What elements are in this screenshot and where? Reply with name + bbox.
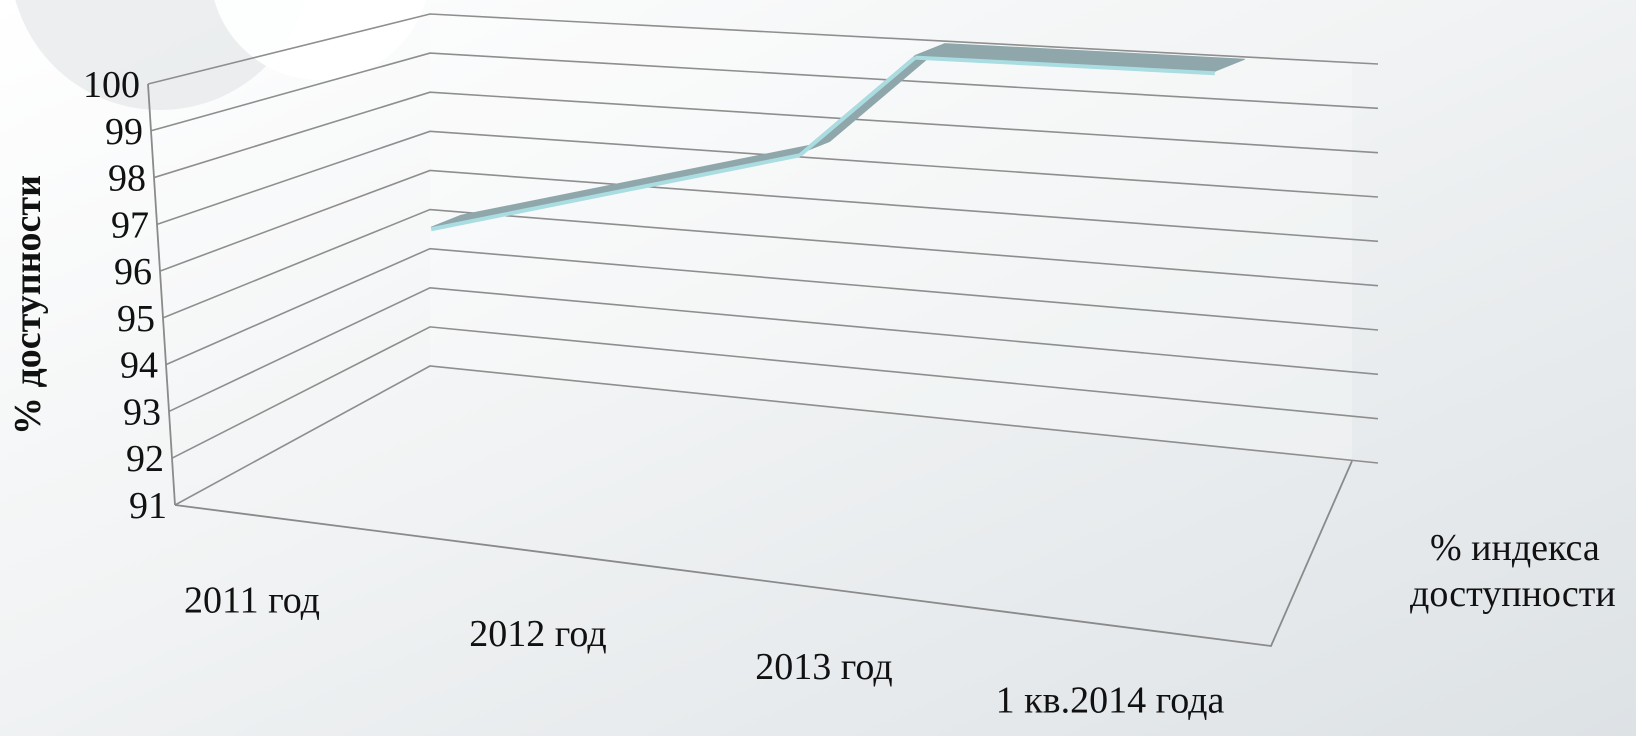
watermark-shape: [15, 0, 426, 110]
y-tick-label: 95: [117, 298, 155, 340]
y-tick-label: 93: [123, 391, 161, 433]
y-tick-label: 91: [129, 485, 167, 527]
y-axis-line: [147, 83, 176, 506]
gridline-91: [174, 365, 1379, 506]
y-axis-label: % доступности: [7, 175, 49, 435]
gridline-99: [150, 52, 1379, 132]
x-tick-label: 1 кв.2014 года: [996, 679, 1225, 721]
y-tick-label: 96: [114, 251, 152, 293]
gridline-92: [171, 326, 1379, 459]
y-tick-label: 99: [105, 111, 143, 153]
gridline-94: [165, 247, 1379, 366]
chart-axes: [147, 83, 1353, 647]
gridline-100: [147, 13, 1379, 85]
x-tick-label: 2012 год: [469, 613, 606, 655]
x-tick-labels: 2011 год 2012 год 2013 год 1 кв.2014 года: [184, 580, 1224, 722]
y-tick-label: 97: [111, 204, 149, 246]
y-tick-label: 100: [83, 64, 140, 106]
floor-front-edge: [174, 460, 1353, 647]
y-tick-label: 94: [120, 345, 158, 387]
series-label: % индекса доступности: [1410, 527, 1616, 615]
gridline-97: [156, 130, 1379, 226]
y-tick-label: 92: [126, 438, 164, 480]
ribbon-edge: [915, 55, 1215, 76]
gridlines: [147, 13, 1379, 506]
gridline-98: [153, 91, 1379, 179]
ribbon-edge: [798, 56, 917, 157]
ribbon-edge: [430, 153, 801, 232]
gridline-96: [159, 169, 1379, 272]
gridline-93: [168, 286, 1379, 413]
y-tick-label: 98: [108, 158, 146, 200]
series-ribbon: [430, 43, 1245, 232]
gridline-95: [162, 208, 1379, 319]
x-tick-label: 2013 год: [755, 646, 892, 688]
x-tick-label: 2011 год: [184, 580, 320, 622]
